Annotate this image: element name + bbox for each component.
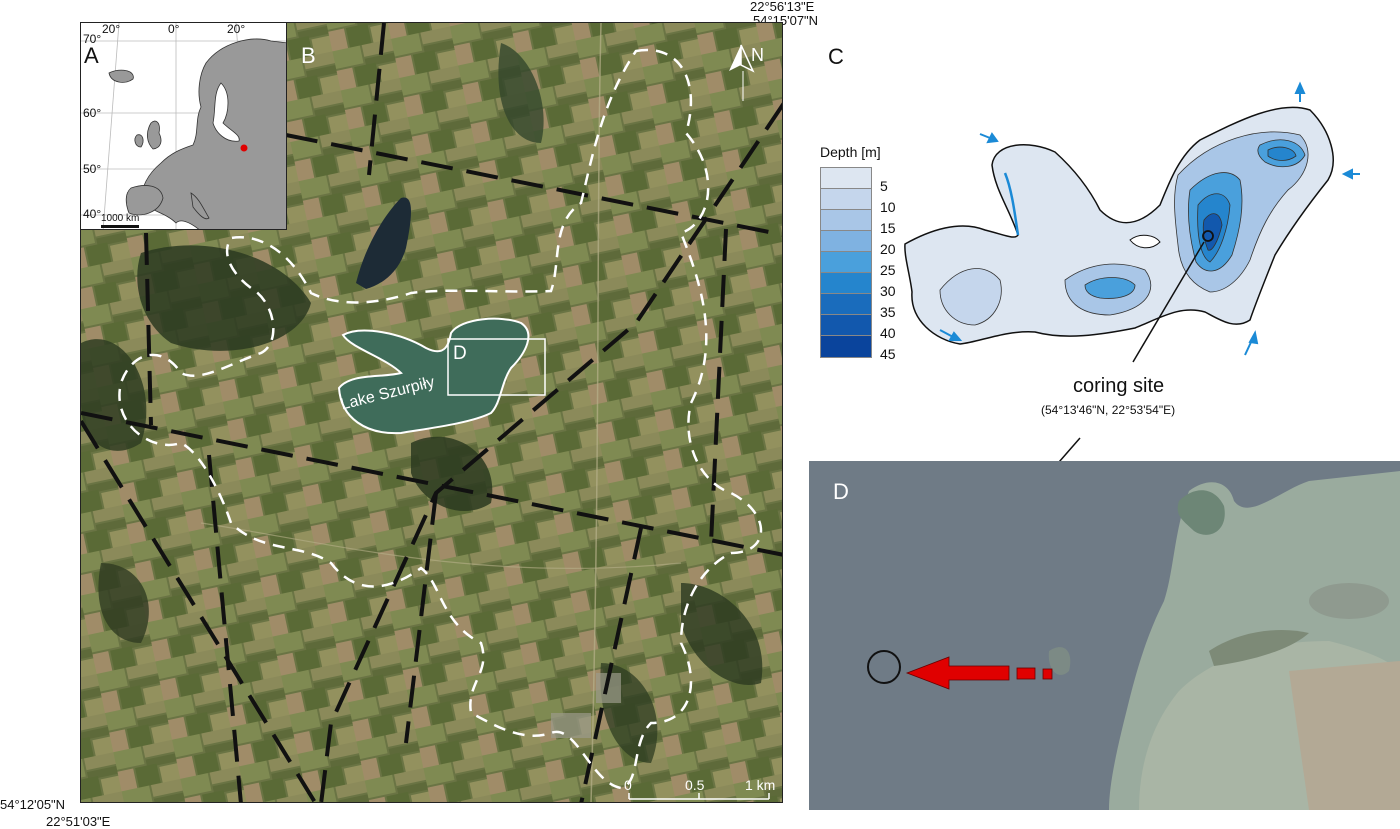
closeup-map-svg <box>809 461 1400 810</box>
scale-label-half: 0.5 <box>685 777 705 793</box>
lon-tick-20w: 20° <box>102 22 121 36</box>
catchment-outline <box>118 48 763 790</box>
north-arrow-icon <box>729 44 755 101</box>
scale-label-1km: 1 km <box>745 777 776 793</box>
lon-tick-20e: 20° <box>227 22 246 36</box>
lat-tick-60: 60° <box>83 106 102 120</box>
legend-depth-label: 30 <box>880 283 896 299</box>
bottom-longitude-label: 22°51'03"E <box>46 814 111 829</box>
legend-depth-label: 20 <box>880 241 896 257</box>
top-longitude-label: 22°56'13"E <box>750 0 815 14</box>
legend-depth-label: 25 <box>880 262 896 278</box>
legend-depth-label: 15 <box>880 220 896 236</box>
closeup-aerial-panel: D <box>809 461 1400 810</box>
legend-swatch <box>820 335 872 358</box>
lon-tick-0: 0° <box>168 22 180 36</box>
legend-depth-label: 10 <box>880 199 896 215</box>
coring-site-label: coring site <box>1073 375 1165 397</box>
inflow-arrows <box>939 81 1360 356</box>
study-area-marker <box>240 144 248 152</box>
legend-depth-label: 35 <box>880 304 896 320</box>
panel-d-letter: D <box>833 479 849 504</box>
legend-depth-label: 40 <box>880 325 896 341</box>
scale-bar <box>628 793 770 800</box>
lat-tick-50: 50° <box>83 162 102 176</box>
north-label: N <box>751 45 764 65</box>
panel-c-letter: C <box>828 44 844 69</box>
scale-label-0: 0 <box>624 777 632 793</box>
inset-d-label: D <box>453 343 467 364</box>
legend-title: Depth [m] <box>820 144 881 160</box>
bathymetry-map-svg <box>904 81 1360 363</box>
legend-depth-label: 5 <box>880 178 888 194</box>
coring-site-circle <box>867 650 901 684</box>
bathymetry-panel: C Depth [m] 5 10 15 20 25 30 35 40 45 coring sit… <box>800 30 1400 460</box>
lat-tick-70: 70° <box>83 32 102 46</box>
inset-d-rectangle <box>447 338 546 396</box>
panel-b-letter: B <box>301 43 316 68</box>
europe-landmass <box>108 38 286 229</box>
coring-site-marker <box>1202 230 1214 242</box>
panel-a-letter: A <box>84 43 99 68</box>
coring-site-coords: (54°13'46"N, 22°53'54"E) <box>1041 403 1176 417</box>
lat-tick-40: 40° <box>83 207 102 221</box>
europe-map-svg <box>81 23 286 229</box>
core-direction-arrow <box>905 656 1053 690</box>
legend-depth-label: 45 <box>880 346 896 362</box>
scale-text: 1000 km <box>101 213 140 224</box>
bottom-latitude-label: 54°12'05"N <box>0 797 66 812</box>
europe-inset-panel: A 20° 0° 20° 70° 60° 50° 40° 1000 km <box>80 22 287 230</box>
